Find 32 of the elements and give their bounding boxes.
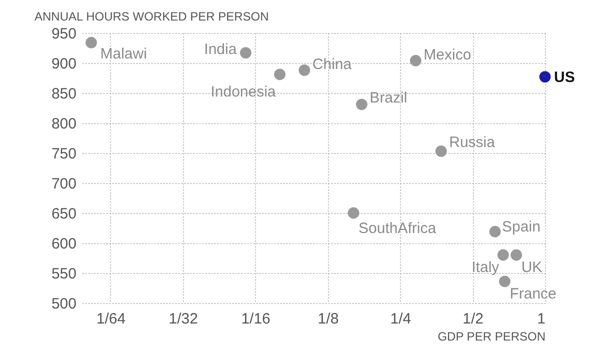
annotation: China	[312, 56, 352, 74]
y-tick-label: 800	[51, 116, 76, 132]
x-tick-label: 1/64	[96, 310, 126, 328]
y-axis-title: ANNUAL HOURS WORKED PER PERSON	[34, 10, 269, 24]
x-tick-label: 1/2	[462, 310, 484, 328]
annotation: Spain	[502, 218, 540, 236]
y-tick-label: 650	[51, 206, 76, 222]
y-tick-label: 850	[51, 86, 76, 102]
annotation: Russia	[449, 134, 496, 152]
x-axis-title: GDP PER PERSON	[438, 330, 546, 344]
annotation: France	[510, 285, 556, 302]
x-tick-label: 1/16	[241, 310, 270, 328]
annotation: India	[204, 40, 238, 58]
annotation: Indonesia	[210, 83, 276, 100]
annotation: Italy	[472, 259, 500, 276]
y-tick-label: 500	[51, 296, 76, 312]
annotation: Malawi	[100, 46, 147, 63]
x-tick-label: 1/4	[390, 310, 412, 328]
annotation: UK	[521, 259, 542, 276]
x-tick-label: 1/8	[318, 310, 339, 328]
x-tick-label: 1	[537, 310, 546, 328]
y-tick-label: 550	[51, 266, 76, 282]
annotation: Brazil	[370, 89, 408, 106]
x-tick-label: 1/32	[168, 310, 198, 328]
y-tick-label: 950	[51, 26, 76, 42]
series-label: US	[554, 68, 575, 86]
y-tick-label: 600	[51, 236, 76, 252]
y-tick-label: 700	[51, 176, 76, 192]
y-tick-label: 900	[51, 56, 76, 72]
annotation: Mexico	[424, 46, 472, 64]
annotation: SouthAfrica	[358, 220, 437, 237]
y-tick-label: 750	[51, 146, 76, 162]
